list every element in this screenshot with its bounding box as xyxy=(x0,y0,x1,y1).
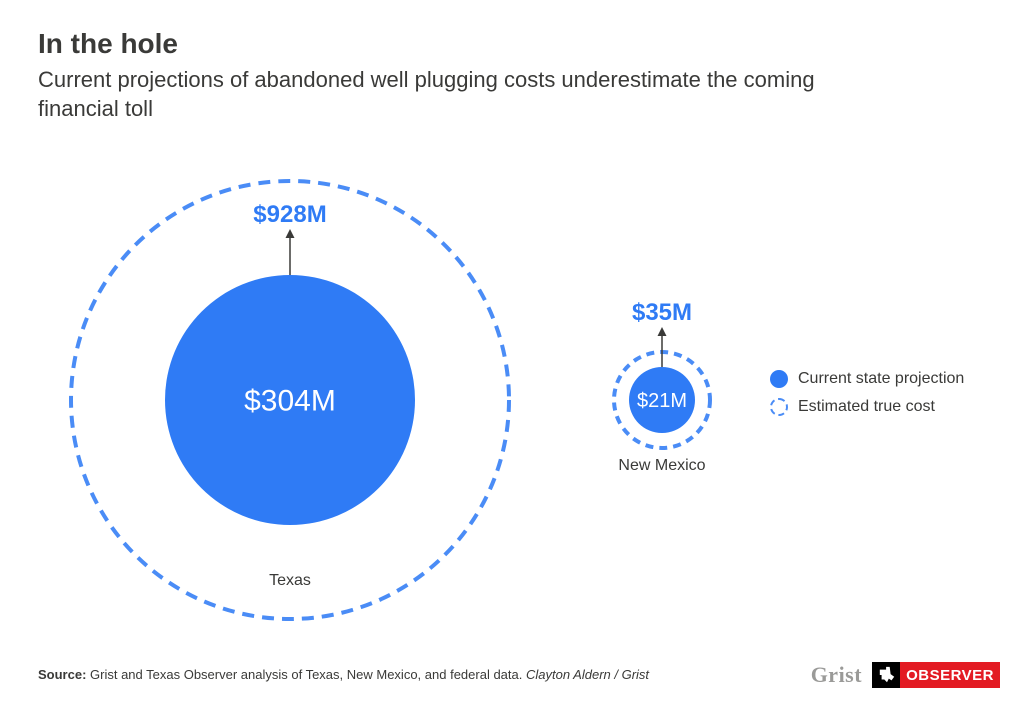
source-line: Source: Grist and Texas Observer analysi… xyxy=(38,667,649,682)
legend-item-filled: Current state projection xyxy=(770,370,964,388)
legend-swatch-dashed xyxy=(770,398,788,416)
source-text: Grist and Texas Observer analysis of Tex… xyxy=(90,667,526,682)
legend-label-dashed: Estimated true cost xyxy=(798,398,935,416)
state-label: New Mexico xyxy=(618,457,705,474)
legend-swatch-filled xyxy=(770,370,788,388)
footer-logos: Grist OBSERVER xyxy=(811,662,1000,688)
source-prefix: Source: xyxy=(38,667,90,682)
texas-observer-logo: OBSERVER xyxy=(872,662,1000,688)
inner-value-label: $21M xyxy=(637,390,687,412)
observer-wordmark: OBSERVER xyxy=(900,662,1000,688)
outer-value-label: $928M xyxy=(253,201,326,228)
grist-logo: Grist xyxy=(811,662,862,688)
legend-label-filled: Current state projection xyxy=(798,370,964,388)
source-credit: Clayton Aldern / Grist xyxy=(526,667,649,682)
state-label: Texas xyxy=(269,572,311,589)
proportional-circle-chart: $304M $928M Texas $21M $35M New Mexico xyxy=(0,0,1024,702)
inner-value-label: $304M xyxy=(244,385,336,418)
legend-item-dashed: Estimated true cost xyxy=(770,398,964,416)
legend: Current state projection Estimated true … xyxy=(770,370,964,426)
outer-value-label: $35M xyxy=(632,299,692,326)
texas-icon xyxy=(872,662,900,688)
